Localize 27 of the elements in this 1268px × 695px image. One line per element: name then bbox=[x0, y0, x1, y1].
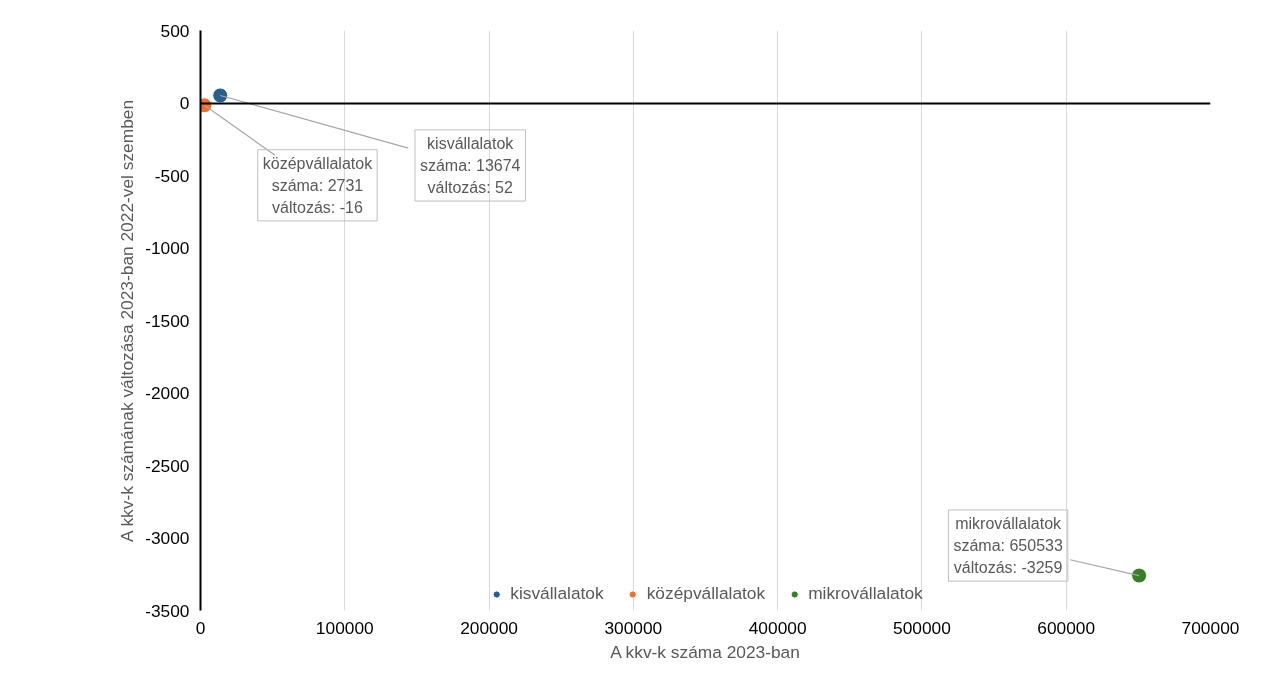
y-tick-label: -3000 bbox=[145, 528, 190, 548]
y-tick-label: -2000 bbox=[145, 383, 190, 403]
x-tick-label: 100000 bbox=[315, 617, 374, 638]
point bbox=[1131, 567, 1148, 584]
x-axis-title: A kkv-k száma 2023-ban bbox=[610, 641, 800, 662]
y-tick-label: 0 bbox=[179, 93, 190, 113]
annotation: mikrovállalatok száma: 650533 változás: -3259 bbox=[953, 514, 1063, 577]
legend-label: kisvállalatok bbox=[510, 583, 604, 604]
x-tick-label: 300000 bbox=[604, 617, 663, 638]
y-tick-label: -3500 bbox=[145, 600, 190, 621]
x-tick-label: 200000 bbox=[460, 617, 518, 638]
x-tick-label: 600000 bbox=[1037, 617, 1096, 638]
annotation: kisvállalatok száma: 13674 változás: 52 bbox=[419, 134, 521, 197]
x-tick-label: 0 bbox=[195, 617, 206, 638]
y-axis-title: A kkv-k számának változása 2023-ban 2022-vel szemben bbox=[117, 99, 138, 543]
legend-label: középvállalatok bbox=[646, 583, 766, 604]
y-tick-label: 500 bbox=[160, 20, 190, 41]
point bbox=[212, 87, 229, 104]
y-tick-label: -1000 bbox=[145, 238, 190, 258]
y-tick-label: -500 bbox=[154, 165, 190, 186]
x-tick-label: 500000 bbox=[893, 617, 951, 638]
legend-label: mikrovállalatok bbox=[808, 583, 923, 604]
x-tick-label: 400000 bbox=[748, 617, 807, 638]
annotation: középvállalatok száma: 2731 változás: -16 bbox=[262, 154, 374, 216]
y-tick-label: -2500 bbox=[145, 455, 190, 476]
x-tick-label: 700000 bbox=[1181, 617, 1240, 638]
y-tick-label: -1500 bbox=[145, 310, 190, 331]
